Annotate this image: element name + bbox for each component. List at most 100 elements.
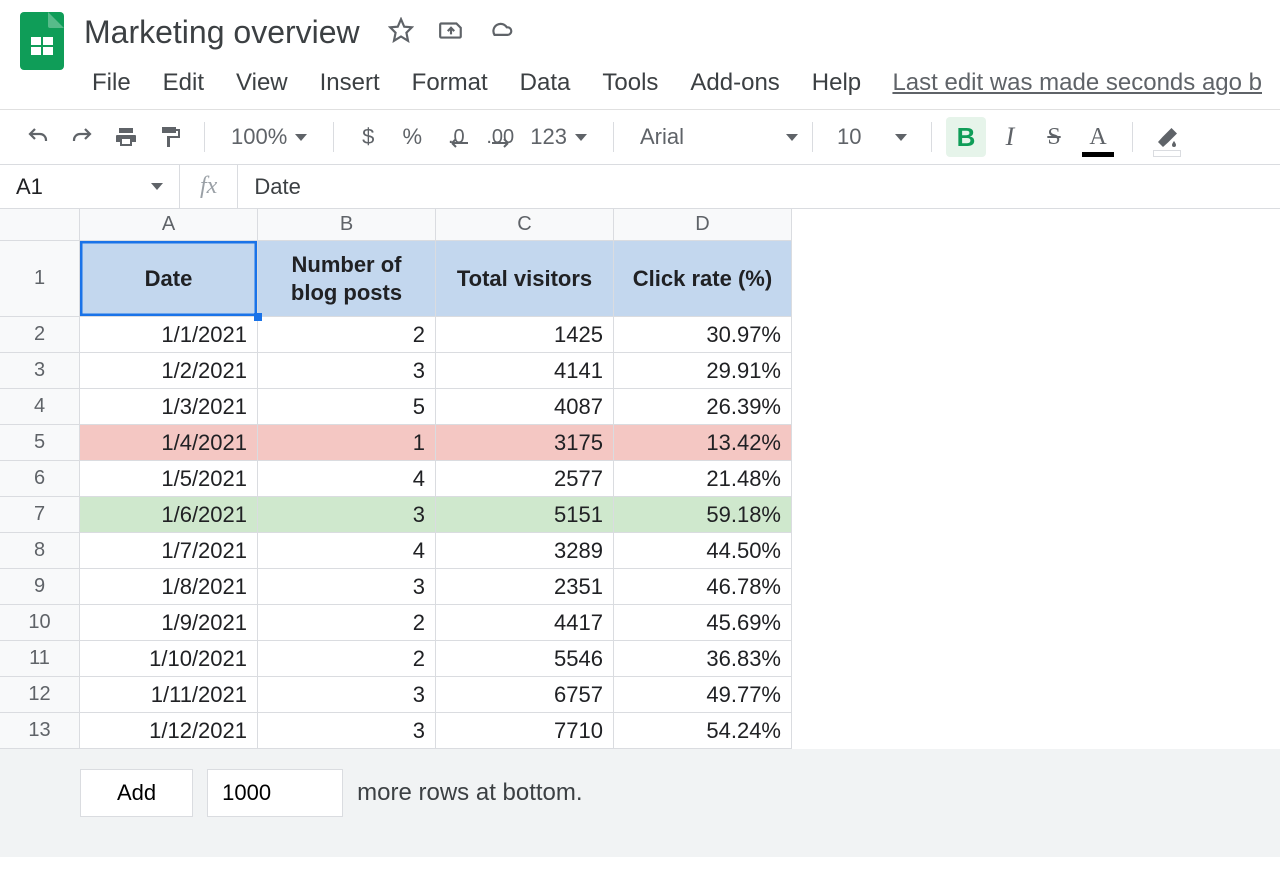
cell[interactable]: 1/6/2021 (80, 497, 258, 533)
row-header-10[interactable]: 10 (0, 605, 80, 641)
cell[interactable]: 7710 (436, 713, 614, 749)
spreadsheet-grid[interactable]: ABCD1DateNumber of blog postsTotal visit… (0, 209, 1280, 749)
header-cell[interactable]: Total visitors (436, 241, 614, 317)
add-rows-count-input[interactable] (207, 769, 343, 817)
undo-button[interactable] (18, 117, 58, 157)
cell[interactable]: 1/5/2021 (80, 461, 258, 497)
cell[interactable]: 3 (258, 713, 436, 749)
row-header-3[interactable]: 3 (0, 353, 80, 389)
cloud-icon[interactable] (488, 17, 514, 48)
print-button[interactable] (106, 117, 146, 157)
cell[interactable]: 4 (258, 461, 436, 497)
font-family-select[interactable]: Arial (628, 117, 798, 157)
cell[interactable]: 1/2/2021 (80, 353, 258, 389)
cell[interactable]: 3 (258, 677, 436, 713)
cell[interactable]: 3 (258, 353, 436, 389)
document-title[interactable]: Marketing overview (80, 12, 364, 53)
cell[interactable]: 45.69% (614, 605, 792, 641)
redo-button[interactable] (62, 117, 102, 157)
column-header-D[interactable]: D (614, 209, 792, 241)
cell[interactable]: 4417 (436, 605, 614, 641)
menu-insert[interactable]: Insert (308, 63, 392, 103)
cell[interactable]: 44.50% (614, 533, 792, 569)
formula-input[interactable]: Date (238, 174, 1280, 200)
cell[interactable]: 29.91% (614, 353, 792, 389)
cell[interactable]: 3 (258, 569, 436, 605)
menu-data[interactable]: Data (508, 63, 583, 103)
column-header-C[interactable]: C (436, 209, 614, 241)
cell[interactable]: 36.83% (614, 641, 792, 677)
cell[interactable]: 5151 (436, 497, 614, 533)
strikethrough-button[interactable]: S (1034, 117, 1074, 157)
menu-format[interactable]: Format (400, 63, 500, 103)
row-header-8[interactable]: 8 (0, 533, 80, 569)
move-icon[interactable] (438, 17, 464, 48)
decrease-decimals-button[interactable]: .0 (436, 117, 476, 157)
cell[interactable]: 13.42% (614, 425, 792, 461)
cell[interactable]: 1425 (436, 317, 614, 353)
cell[interactable]: 1/12/2021 (80, 713, 258, 749)
cell[interactable]: 54.24% (614, 713, 792, 749)
cell[interactable]: 2351 (436, 569, 614, 605)
format-more-button[interactable]: 123 (524, 117, 599, 157)
cell[interactable]: 3289 (436, 533, 614, 569)
cell[interactable]: 5546 (436, 641, 614, 677)
cell[interactable]: 5 (258, 389, 436, 425)
cell[interactable]: 4141 (436, 353, 614, 389)
cell[interactable]: 2577 (436, 461, 614, 497)
name-box[interactable]: A1 (0, 165, 180, 208)
row-header-6[interactable]: 6 (0, 461, 80, 497)
increase-decimals-button[interactable]: .00 (480, 117, 520, 157)
menu-addons[interactable]: Add-ons (678, 63, 791, 103)
header-cell[interactable]: Click rate (%) (614, 241, 792, 317)
cell[interactable]: 6757 (436, 677, 614, 713)
cell[interactable]: 4 (258, 533, 436, 569)
font-size-select[interactable]: 10 (827, 117, 917, 157)
header-cell[interactable]: Number of blog posts (258, 241, 436, 317)
cell[interactable]: 3175 (436, 425, 614, 461)
cell[interactable]: 1/1/2021 (80, 317, 258, 353)
cell[interactable]: 1/4/2021 (80, 425, 258, 461)
cell[interactable]: 2 (258, 317, 436, 353)
menu-edit[interactable]: Edit (151, 63, 216, 103)
italic-button[interactable]: I (990, 117, 1030, 157)
cell[interactable]: 2 (258, 641, 436, 677)
cell[interactable]: 3 (258, 497, 436, 533)
format-percent-button[interactable]: % (392, 117, 432, 157)
cell[interactable]: 49.77% (614, 677, 792, 713)
menu-view[interactable]: View (224, 63, 300, 103)
cell[interactable]: 1/11/2021 (80, 677, 258, 713)
menu-file[interactable]: File (80, 63, 143, 103)
cell[interactable]: 1/8/2021 (80, 569, 258, 605)
cell[interactable]: 4087 (436, 389, 614, 425)
row-header-7[interactable]: 7 (0, 497, 80, 533)
menu-tools[interactable]: Tools (590, 63, 670, 103)
header-cell[interactable]: Date (80, 241, 258, 317)
paint-format-button[interactable] (150, 117, 190, 157)
cell[interactable]: 1/7/2021 (80, 533, 258, 569)
cell[interactable]: 1 (258, 425, 436, 461)
select-all-corner[interactable] (0, 209, 80, 241)
app-logo[interactable] (18, 12, 66, 70)
cell[interactable]: 1/3/2021 (80, 389, 258, 425)
column-header-B[interactable]: B (258, 209, 436, 241)
cell[interactable]: 26.39% (614, 389, 792, 425)
format-currency-button[interactable]: $ (348, 117, 388, 157)
bold-button[interactable]: B (946, 117, 986, 157)
cell[interactable]: 1/10/2021 (80, 641, 258, 677)
row-header-9[interactable]: 9 (0, 569, 80, 605)
last-edit-link[interactable]: Last edit was made seconds ago b (892, 69, 1262, 97)
fill-color-button[interactable] (1147, 117, 1187, 157)
row-header-11[interactable]: 11 (0, 641, 80, 677)
column-header-A[interactable]: A (80, 209, 258, 241)
cell[interactable]: 2 (258, 605, 436, 641)
add-rows-button[interactable]: Add (80, 769, 193, 817)
cell[interactable]: 1/9/2021 (80, 605, 258, 641)
row-header-4[interactable]: 4 (0, 389, 80, 425)
row-header-12[interactable]: 12 (0, 677, 80, 713)
star-icon[interactable] (388, 17, 414, 48)
menu-help[interactable]: Help (800, 63, 873, 103)
zoom-select[interactable]: 100% (219, 117, 319, 157)
cell[interactable]: 30.97% (614, 317, 792, 353)
row-header-1[interactable]: 1 (0, 241, 80, 317)
